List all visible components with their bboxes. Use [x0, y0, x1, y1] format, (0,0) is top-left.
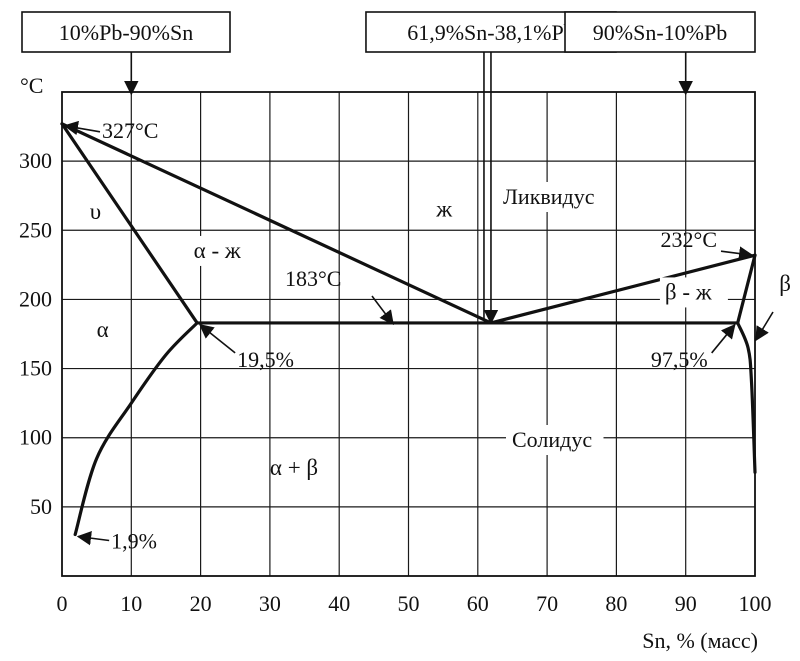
phase-region-label: α + β [270, 455, 318, 480]
phase-line-3 [73, 321, 199, 537]
annotation-label: Ликвидус [503, 184, 595, 209]
phase-line-1 [60, 122, 199, 325]
phase-region-label: α - ж [194, 238, 241, 263]
x-tick-label: 40 [328, 591, 350, 616]
phase-region-label: υ [90, 199, 101, 224]
x-tick-label: 20 [190, 591, 212, 616]
annotation-label: 232°C [661, 227, 717, 252]
x-tick-label: 70 [536, 591, 558, 616]
phase-region-label: β - ж [665, 279, 712, 304]
annotation-label: 183°C [285, 266, 341, 291]
label-background [506, 425, 604, 455]
y-tick-label: 300 [19, 148, 52, 173]
x-tick-label: 50 [398, 591, 420, 616]
composition-box [564, 11, 756, 53]
x-tick-label: 80 [605, 591, 627, 616]
phase-region-label: ж [435, 196, 452, 221]
annotation-arrow [720, 246, 754, 261]
x-tick-label: 0 [57, 591, 68, 616]
annotation-arrow [199, 324, 236, 354]
x-tick-label: 60 [467, 591, 489, 616]
y-tick-label: 150 [19, 356, 52, 381]
composition-box [21, 11, 231, 53]
annotation-label: 327°C [102, 118, 158, 143]
composition-label: 61,9%Sn-38,1%Pb [407, 20, 574, 45]
phase-line-5 [736, 253, 757, 325]
y-tick-label: 100 [19, 425, 52, 450]
beta-arrow [755, 311, 774, 342]
composition-label: 10%Pb-90%Sn [59, 20, 193, 45]
y-axis-label: °C [20, 73, 43, 98]
y-tick-label: 200 [19, 286, 52, 311]
label-background [659, 277, 728, 308]
eutectic-temp-arrow [371, 295, 394, 326]
plot-border [61, 91, 756, 577]
composition-label: 90%Sn-10%Pb [593, 20, 727, 45]
annotation-label: 1,9% [111, 529, 157, 554]
plot-frame [61, 91, 756, 577]
x-tick-label: 90 [675, 591, 697, 616]
label-background [497, 182, 607, 212]
annotation-arrow [76, 531, 110, 546]
x-tick-label: 100 [739, 591, 772, 616]
annotation-label: Солидус [512, 427, 592, 452]
chart-text: 0 10 20 30 40 50 60 70 80 90 100 50 100 150 200 250 300 °… [19, 11, 791, 653]
phase-region-label: β [779, 271, 791, 296]
x-tick-label: 10 [120, 591, 142, 616]
annotation-arrows [63, 52, 774, 546]
annotation-arrow [63, 120, 101, 136]
y-tick-label: 250 [19, 217, 52, 242]
grid-lines [62, 92, 755, 576]
annotation-label: 19,5% [237, 347, 294, 372]
x-axis-label: Sn, % (масс) [642, 628, 758, 653]
label-background [188, 235, 257, 266]
x-tick-label: 30 [259, 591, 281, 616]
annotation-arrow [711, 323, 736, 354]
annotation-label: 97,5% [651, 347, 708, 372]
phase-line-4 [736, 321, 757, 474]
y-tick-label: 50 [30, 494, 52, 519]
phase-region-label: α [97, 317, 109, 342]
